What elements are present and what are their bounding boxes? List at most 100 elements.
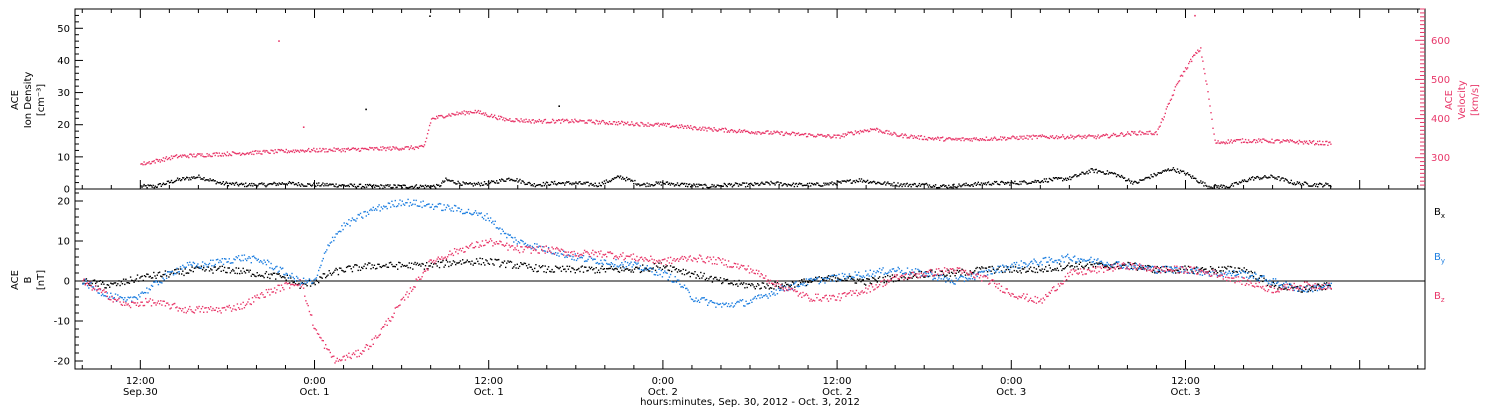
field-point-bx <box>762 282 765 284</box>
velocity-point <box>221 152 223 155</box>
field-point-by <box>1197 267 1199 269</box>
field-point-by <box>1097 258 1099 260</box>
velocity-point <box>989 138 992 141</box>
density-point <box>608 180 611 182</box>
field-point-by <box>414 203 416 206</box>
field-point-bx <box>175 268 177 271</box>
field-point-by <box>420 201 422 203</box>
field-point-bx <box>341 269 343 272</box>
velocity-point <box>1074 136 1076 138</box>
field-point-by <box>989 270 991 272</box>
density-point <box>1005 182 1007 184</box>
field-point-bx <box>606 268 608 270</box>
density-point <box>887 181 889 183</box>
field-point-by <box>968 277 970 280</box>
density-point <box>366 183 369 186</box>
field-point-bz <box>219 310 221 312</box>
field-point-bx <box>727 283 730 285</box>
field-point-by <box>357 213 359 216</box>
velocity-point <box>1259 140 1261 142</box>
density-point <box>442 180 444 182</box>
velocity-point <box>325 148 327 150</box>
field-point-bx <box>176 272 178 274</box>
field-point-bx <box>119 284 121 287</box>
velocity-point <box>721 127 723 130</box>
field-point-by <box>691 298 694 301</box>
field-point-bz <box>341 359 343 361</box>
density-point <box>879 182 881 184</box>
field-point-bx <box>426 262 428 264</box>
field-point-bx <box>985 267 988 269</box>
field-point-by <box>417 205 420 207</box>
velocity-point <box>1196 52 1198 54</box>
field-point-bx <box>570 270 572 273</box>
density-point <box>831 181 833 183</box>
density-point <box>293 183 296 186</box>
field-point-bz <box>416 279 419 281</box>
field-point-bx <box>1178 272 1180 274</box>
field-point-by <box>564 256 566 259</box>
density-point <box>188 179 190 181</box>
field-point-by <box>449 208 451 210</box>
velocity-point <box>712 130 714 132</box>
field-point-by <box>667 279 669 281</box>
velocity-point <box>536 120 538 122</box>
density-point <box>1203 185 1205 187</box>
velocity-point <box>1097 134 1099 136</box>
field-point-by <box>890 271 892 273</box>
velocity-point <box>523 119 525 121</box>
field-point-by <box>458 207 460 209</box>
field-point-bx <box>405 265 407 267</box>
density-point <box>1028 182 1030 184</box>
field-point-by <box>349 225 351 227</box>
velocity-point <box>1280 141 1282 143</box>
density-point <box>331 183 333 185</box>
density-point <box>727 183 729 185</box>
velocity-point <box>1091 135 1093 137</box>
density-point <box>409 186 411 188</box>
field-point-by <box>618 265 621 267</box>
field-point-bz <box>251 297 254 299</box>
velocity-point <box>794 134 797 137</box>
field-point-bx <box>489 258 492 260</box>
velocity-point <box>678 124 681 126</box>
field-point-by <box>233 258 235 260</box>
velocity-point <box>332 150 334 152</box>
density-point <box>623 178 625 180</box>
velocity-point <box>743 129 746 131</box>
density-point <box>666 181 669 183</box>
field-point-by <box>1166 265 1169 268</box>
velocity-point <box>253 153 255 156</box>
field-point-bx <box>284 277 286 279</box>
field-point-bz <box>262 294 264 296</box>
field-point-bx <box>855 282 858 284</box>
field-point-by <box>841 272 844 275</box>
velocity-point <box>1230 139 1232 141</box>
field-point-bx <box>534 267 536 270</box>
field-point-bz <box>253 301 255 303</box>
field-point-bx <box>508 261 510 263</box>
density-point <box>217 182 219 184</box>
velocity-point <box>882 132 884 134</box>
field-point-bz <box>92 287 95 289</box>
velocity-point <box>1251 141 1253 144</box>
field-point-by <box>769 295 772 297</box>
field-point-by <box>445 206 448 209</box>
density-point <box>1030 182 1032 184</box>
velocity-point <box>1002 136 1004 138</box>
field-point-bx <box>852 278 854 280</box>
density-point <box>940 185 942 187</box>
field-point-by <box>83 282 85 284</box>
density-point <box>475 182 477 185</box>
field-point-by <box>588 256 590 258</box>
velocity-point <box>437 117 439 119</box>
density-point <box>797 183 800 185</box>
velocity-point <box>1038 135 1040 137</box>
velocity-point <box>500 115 502 118</box>
field-point-by <box>170 271 172 273</box>
field-point-bz <box>265 289 268 291</box>
field-point-bx <box>393 265 395 268</box>
density-point <box>290 182 293 185</box>
density-point <box>905 183 907 185</box>
velocity-point <box>1081 137 1083 140</box>
